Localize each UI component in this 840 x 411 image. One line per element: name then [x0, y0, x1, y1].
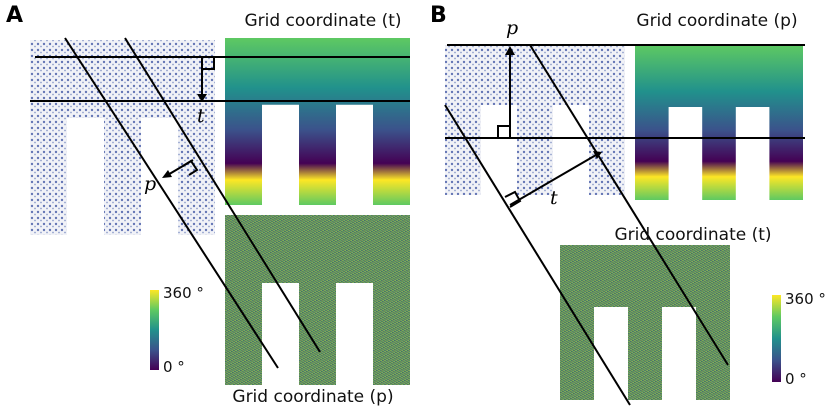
- figure: A Grid coordinate (t) Grid coordinate (p…: [0, 0, 840, 411]
- colorbar-label: 0 °: [163, 358, 185, 376]
- title: Grid coordinate (t): [614, 225, 771, 245]
- title: Grid coordinate (p): [232, 387, 393, 407]
- symbol: p: [144, 173, 156, 195]
- symbol: p: [506, 17, 518, 39]
- panel-letter: B: [430, 3, 447, 28]
- symbol: t: [197, 105, 205, 127]
- colorbar: [772, 295, 781, 382]
- title: Grid coordinate (p): [636, 11, 797, 31]
- colorbar-label: 0 °: [785, 370, 807, 388]
- point-cloud: [445, 45, 625, 195]
- title: Grid coordinate (t): [244, 11, 401, 31]
- right-angle: [498, 126, 510, 138]
- point-cloud: [225, 38, 410, 205]
- symbol: t: [550, 187, 558, 209]
- point-cloud: [635, 45, 803, 200]
- colorbar-label: 360 °: [163, 284, 204, 302]
- colorbar: [150, 290, 159, 370]
- panel-letter: A: [6, 3, 23, 28]
- colorbar-label: 360 °: [785, 290, 826, 308]
- point-cloud: [225, 215, 410, 385]
- point-cloud: [560, 245, 730, 400]
